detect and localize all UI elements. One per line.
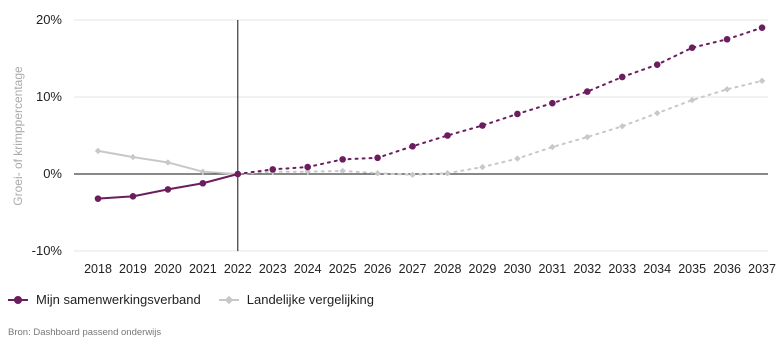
legend-label: Landelijke vergelijking: [246, 292, 374, 307]
data-point[interactable]: [374, 170, 381, 177]
data-point[interactable]: [619, 123, 626, 130]
series-mijn-samenwerkingsverband: [94, 24, 766, 202]
x-tick-label: 2034: [643, 262, 671, 276]
data-point[interactable]: [304, 163, 312, 171]
series-line-projection: [236, 26, 764, 175]
data-point[interactable]: [164, 159, 172, 166]
data-point[interactable]: [549, 99, 556, 107]
x-tick-label: 2028: [434, 262, 462, 276]
y-axis-ticks: -10% 0% 10% 20%: [32, 12, 63, 258]
series-landelijke-vergelijking: [94, 77, 766, 178]
series-line-projection: [236, 79, 764, 176]
data-point[interactable]: [549, 143, 556, 151]
x-tick-label: 2031: [538, 262, 566, 276]
data-point[interactable]: [129, 193, 137, 200]
gridlines: [74, 19, 768, 252]
data-point[interactable]: [618, 73, 626, 81]
x-axis-ticks: 2018 2019 2020 2021 2022 2023 2024 2025 2026 2027…: [84, 262, 776, 276]
legend-item-mijn-samenwerkingsverband[interactable]: Mijn samenwerkingsverband: [8, 292, 201, 307]
data-point[interactable]: [584, 133, 591, 141]
legend-item-landelijke-vergelijking[interactable]: Landelijke vergelijking: [218, 292, 374, 307]
y-axis-label: Groei- of krimppercentage: [11, 66, 25, 206]
y-tick-label: 0%: [43, 166, 62, 181]
data-point[interactable]: [339, 156, 346, 163]
x-tick-label: 2037: [748, 262, 776, 276]
data-point[interactable]: [94, 147, 102, 155]
data-point[interactable]: [94, 195, 102, 202]
data-point[interactable]: [723, 35, 731, 43]
data-point[interactable]: [339, 167, 346, 175]
x-tick-label: 2027: [399, 262, 427, 276]
data-point[interactable]: [409, 171, 416, 178]
data-point[interactable]: [688, 44, 696, 52]
x-tick-label: 2036: [713, 262, 741, 276]
data-point[interactable]: [304, 168, 311, 175]
line-chart: -10% 0% 10% 20% 2018 2019 2020 2021 2022 2023 202…: [11, 12, 776, 276]
data-point[interactable]: [654, 109, 661, 117]
x-tick-label: 2022: [224, 262, 252, 276]
x-tick-label: 2029: [469, 262, 497, 276]
data-point[interactable]: [234, 170, 242, 178]
data-point[interactable]: [269, 166, 277, 173]
data-point[interactable]: [758, 77, 766, 85]
x-tick-label: 2021: [189, 262, 217, 276]
data-point[interactable]: [409, 142, 416, 150]
data-point[interactable]: [199, 168, 207, 175]
data-point[interactable]: [479, 122, 486, 129]
data-point[interactable]: [653, 61, 661, 68]
x-tick-label: 2024: [294, 262, 322, 276]
y-tick-label: 20%: [36, 12, 62, 27]
data-point[interactable]: [514, 110, 521, 118]
x-tick-label: 2025: [329, 262, 357, 276]
data-point[interactable]: [688, 96, 696, 104]
legend-swatch-diamond-icon: [218, 295, 239, 305]
x-tick-label: 2023: [259, 262, 287, 276]
legend-label: Mijn samenwerkingsverband: [36, 292, 201, 307]
data-point[interactable]: [164, 186, 172, 193]
x-tick-label: 2032: [573, 262, 601, 276]
data-point[interactable]: [444, 170, 451, 177]
series-group: [94, 24, 766, 202]
data-point[interactable]: [199, 179, 207, 187]
data-point[interactable]: [444, 132, 451, 139]
x-tick-label: 2035: [678, 262, 706, 276]
data-point[interactable]: [758, 24, 766, 32]
y-tick-label: -10%: [32, 243, 63, 258]
source-note: Bron: Dashboard passend onderwijs: [8, 327, 162, 338]
data-point[interactable]: [374, 154, 381, 162]
data-point[interactable]: [129, 153, 137, 161]
legend-swatch-circle-icon: [8, 295, 28, 305]
y-tick-label: 10%: [36, 89, 62, 104]
data-point[interactable]: [584, 88, 591, 95]
data-point[interactable]: [479, 163, 486, 171]
x-tick-label: 2019: [119, 262, 147, 276]
legend: Mijn samenwerkingsverband Landelijke ver…: [8, 292, 392, 307]
x-tick-label: 2033: [608, 262, 636, 276]
x-tick-label: 2018: [84, 262, 112, 276]
x-tick-label: 2020: [154, 262, 182, 276]
x-tick-label: 2026: [364, 262, 392, 276]
x-tick-label: 2030: [503, 262, 531, 276]
data-point[interactable]: [723, 86, 731, 93]
data-point[interactable]: [514, 155, 521, 162]
